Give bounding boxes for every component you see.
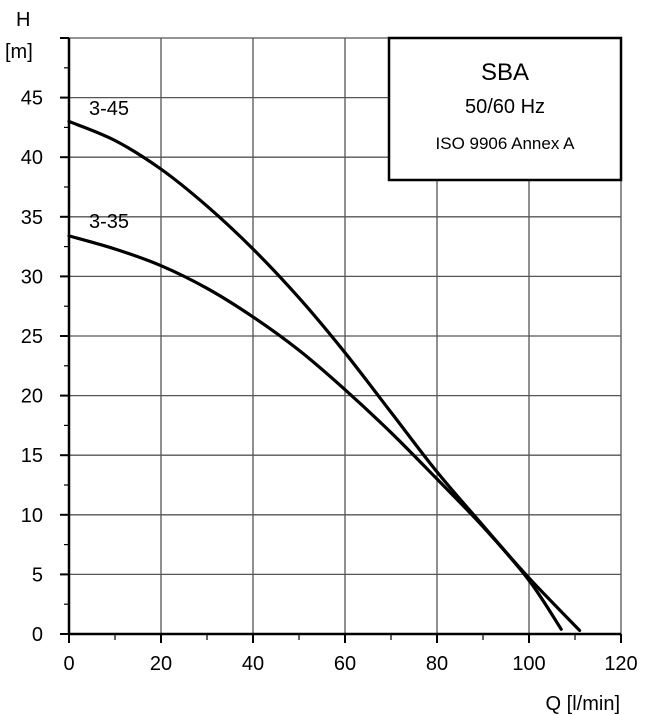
x-tick-label: 120 xyxy=(604,653,637,675)
x-tick-label: 80 xyxy=(426,653,448,675)
y-tick-label: 45 xyxy=(21,88,43,110)
x-axis-label: Q [l/min] xyxy=(546,693,620,715)
y-tick-label: 35 xyxy=(21,207,43,229)
x-tick-label: 100 xyxy=(512,653,545,675)
legend-title: SBA xyxy=(481,59,529,86)
y-tick-label: 20 xyxy=(21,386,43,408)
legend-standard: ISO 9906 Annex A xyxy=(436,134,576,153)
x-tick-label: 40 xyxy=(242,653,264,675)
x-tick-label: 0 xyxy=(63,653,74,675)
axes xyxy=(60,37,622,643)
legend-box: SBA 50/60 Hz ISO 9906 Annex A xyxy=(387,36,623,182)
major-grid xyxy=(69,37,622,634)
y-tick-label: 25 xyxy=(21,326,43,348)
x-tick-label: 20 xyxy=(150,653,172,675)
series-line-3-35 xyxy=(67,234,563,631)
legend-box-frame xyxy=(387,36,623,182)
legend-frequency: 50/60 Hz xyxy=(465,96,545,118)
x-tick-labels: 0 20 40 60 80 100 120 xyxy=(63,653,637,675)
x-tick-label: 60 xyxy=(334,653,356,675)
curves xyxy=(67,119,582,633)
y-tick-label: 15 xyxy=(21,445,43,467)
y-tick-label: 0 xyxy=(32,624,43,646)
y-tick-labels: 0 5 10 15 20 25 30 35 40 45 xyxy=(21,88,43,646)
series-line-3-45 xyxy=(67,119,582,633)
series-label-3-35: 3-35 xyxy=(89,211,129,233)
y-tick-label: 40 xyxy=(21,147,43,169)
y-tick-label: 5 xyxy=(32,564,43,586)
y-tick-label: 30 xyxy=(21,266,43,288)
series-label-3-45: 3-45 xyxy=(89,98,129,120)
y-axis-label-unit: [m] xyxy=(5,41,33,63)
y-tick-label: 10 xyxy=(21,505,43,527)
y-axis-label-h: H xyxy=(16,9,30,31)
